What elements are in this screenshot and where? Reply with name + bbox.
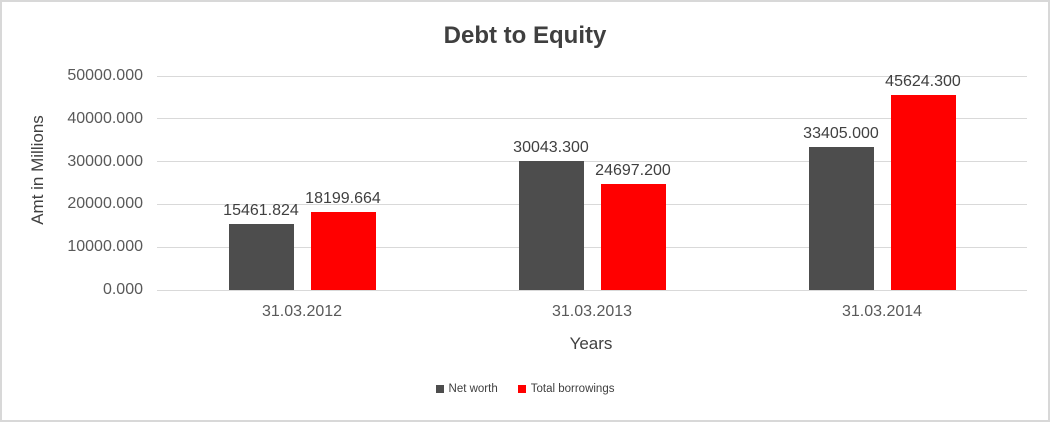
y-tick-label: 40000.000 [67,109,143,127]
y-tick-label: 0.000 [102,281,143,298]
legend-label: Net worth [448,383,498,395]
data-label: 30043.300 [513,139,589,157]
gridline [157,118,1027,120]
x-tick-label: 31.03.2012 [261,303,343,320]
bar-total-borrowings [310,212,376,290]
legend: Net worth Total borrowings [0,383,1050,395]
x-tick-label: 31.03.2013 [551,303,633,320]
data-label: 18199.664 [305,190,381,208]
y-tick-label: 30000.000 [67,152,143,170]
legend-swatch [435,385,444,393]
bar-total-borrowings [600,184,666,290]
data-label: 33405.000 [803,125,879,143]
data-label: 45624.300 [885,72,961,90]
x-axis-title: Years [569,334,613,353]
bar-net-worth [808,147,874,290]
y-tick-label: 20000.000 [67,195,143,213]
legend-item: Net worth [435,383,498,395]
bar-total-borrowings [890,94,956,290]
bar-net-worth [518,161,584,290]
gridline [157,203,1027,205]
legend-swatch [517,385,526,393]
gridline [157,161,1027,163]
gridline [157,75,1027,77]
data-label: 24697.200 [595,162,671,180]
x-tick-label: 31.03.2014 [841,303,923,320]
y-tick-label: 10000.000 [67,238,143,256]
data-label: 15461.824 [223,201,299,219]
legend-label: Total borrowings [530,383,615,395]
chart-title: Debt to Equity [443,22,607,49]
bar-net-worth [228,223,294,290]
y-tick-label: 50000.000 [67,67,143,84]
legend-item: Total borrowings [517,383,615,395]
gridline [157,289,1027,291]
gridline [157,246,1027,248]
